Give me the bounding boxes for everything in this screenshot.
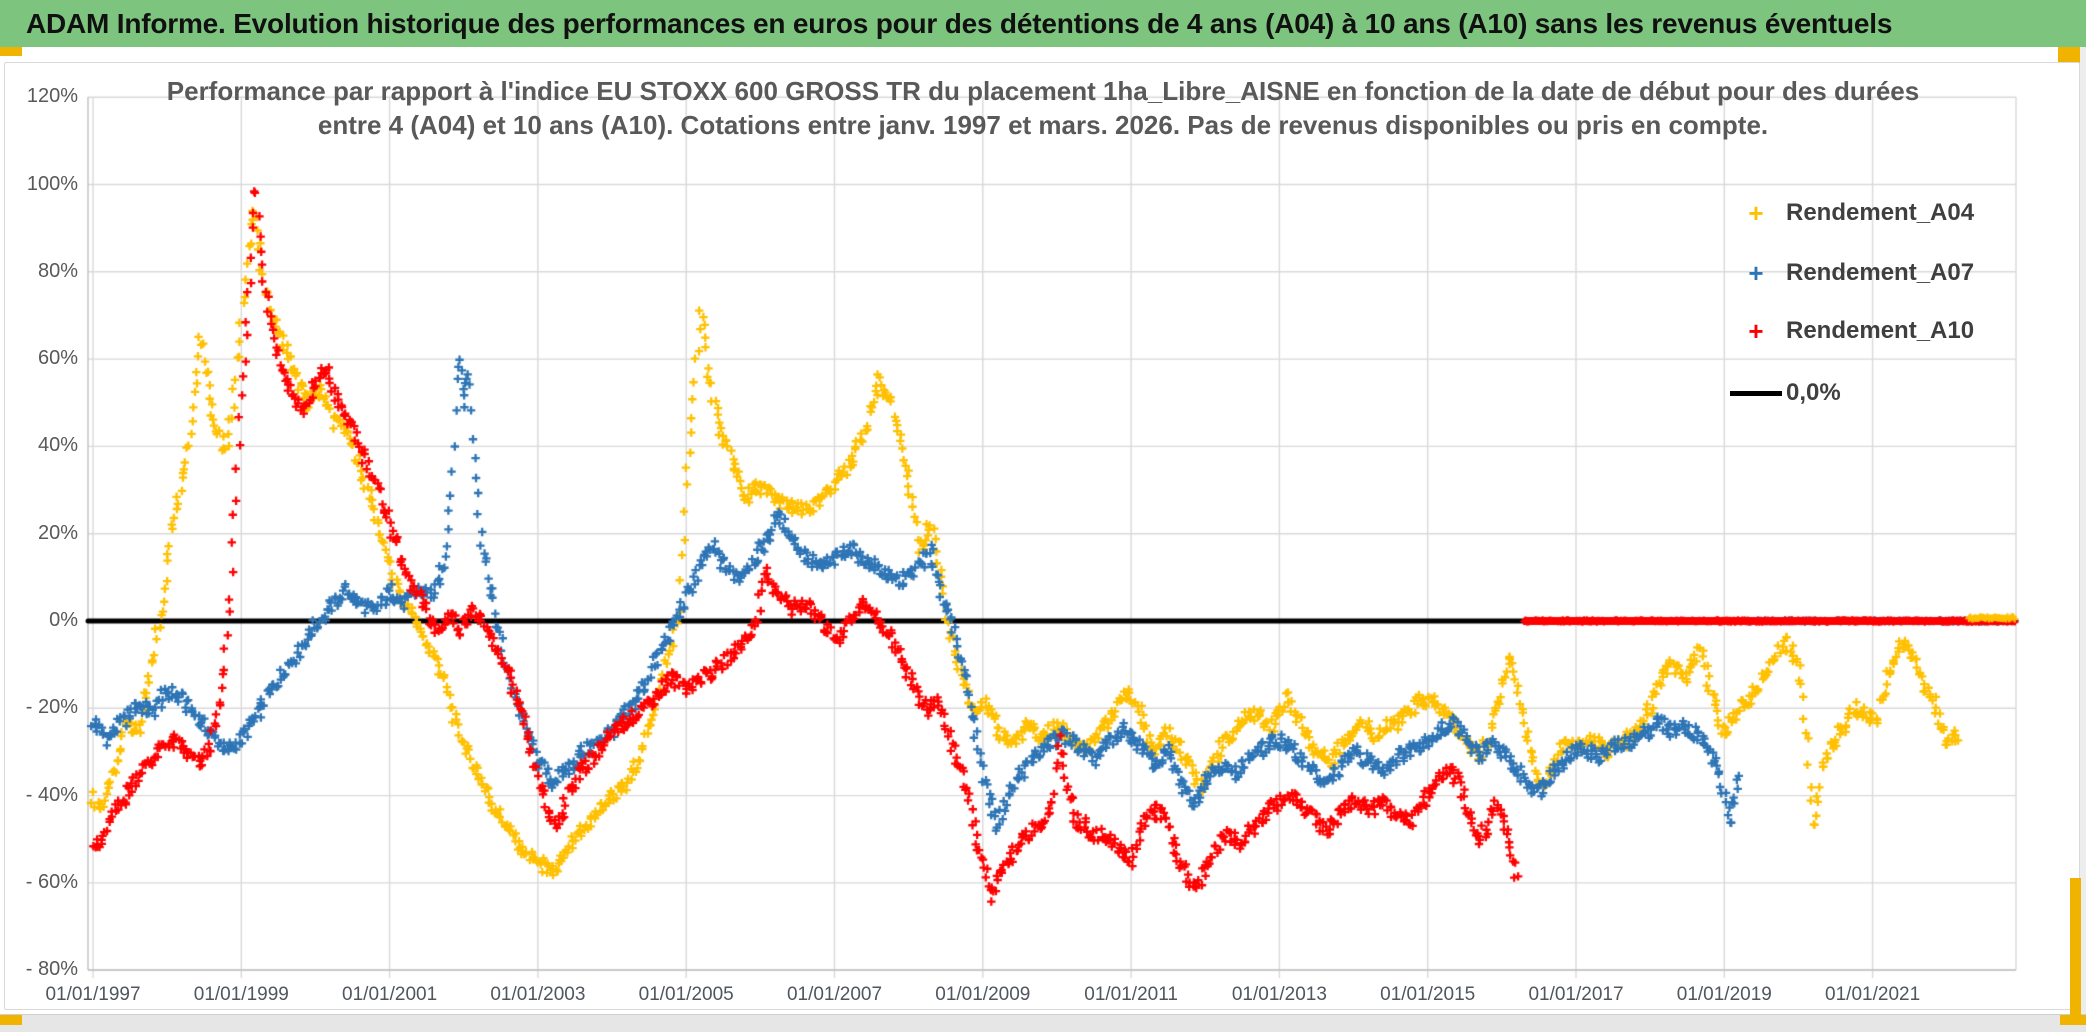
y-tick-label: - 40% [25,783,78,806]
legend-label: Rendement_A10 [1786,317,1975,344]
y-tick-label: - 80% [25,958,78,981]
x-tick-label: 01/01/2009 [935,984,1031,1005]
x-tick-label: 01/01/1997 [45,984,141,1005]
legend-item-rendement-a10[interactable]: + Rendement_A10 [1726,314,1974,348]
x-tick-label: 01/01/2015 [1380,984,1476,1005]
y-tick-label: - 20% [25,696,78,719]
x-tick-label: 01/01/2021 [1825,984,1921,1005]
chart-subtitle: Performance par rapport à l'indice EU ST… [0,74,2086,142]
x-tick-label: 01/01/2005 [638,984,734,1005]
legend-label: Rendement_A07 [1786,259,1975,286]
legend-item-rendement-a04[interactable]: + Rendement_A04 [1726,196,1974,230]
x-tick-label: 01/01/2007 [786,984,883,1005]
y-tick-label: 80% [37,259,78,282]
y-tick-label: 20% [37,521,78,544]
y-tick-label: 40% [37,434,78,457]
plus-marker-icon: + [1748,316,1764,346]
chart-subtitle-line1: Performance par rapport à l'indice EU ST… [166,76,1920,106]
y-tick-label: 0% [49,609,78,631]
x-tick-label: 01/01/2011 [1084,984,1178,1005]
chart-subtitle-line2: entre 4 (A04) et 10 ans (A10). Cotations… [317,110,1769,140]
y-tick-label: 60% [37,347,78,370]
x-tick-label: 01/01/2013 [1231,984,1327,1005]
legend-label: 0,0% [1786,379,1841,406]
window-edge-bottom [0,1014,2086,1032]
accent-bottom-right [2060,1015,2086,1025]
y-tick-label: 100% [26,172,78,195]
y-tick-label: 120% [26,85,78,108]
x-tick-label: 01/01/2017 [1528,984,1624,1005]
window-edge-right [2080,47,2086,1031]
x-tick-label: 01/01/2001 [342,984,438,1005]
zero-line-icon [1730,390,1782,396]
legend-item-rendement-a07[interactable]: + Rendement_A07 [1726,256,1974,290]
accent-right-bar [2070,878,2081,1020]
y-tick-label: - 60% [25,870,78,893]
legend-label: Rendement_A04 [1786,199,1975,226]
plus-marker-icon: + [1748,198,1764,228]
accent-bottom-left [0,1015,22,1025]
legend-item-zero-line[interactable]: 0,0% [1726,376,1841,410]
x-tick-label: 01/01/2019 [1676,984,1772,1005]
x-tick-label: 01/01/1999 [193,984,289,1005]
plus-marker-icon: + [1748,258,1764,288]
x-tick-label: 01/01/2003 [490,984,586,1005]
